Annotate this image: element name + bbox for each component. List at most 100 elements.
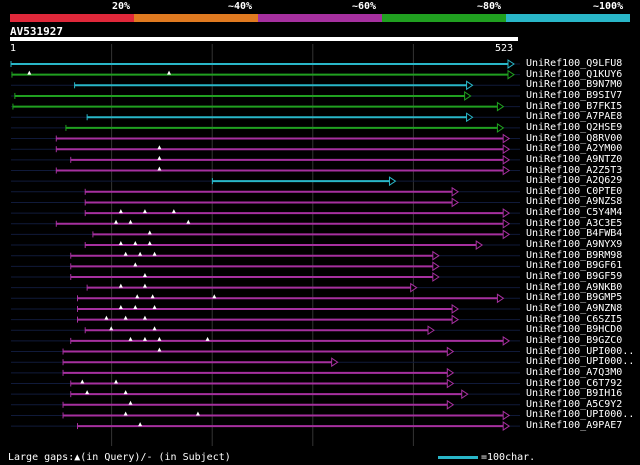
query-gap-marker: [114, 219, 119, 224]
hit-end-arrow: [451, 197, 460, 208]
hit-end-arrow: [432, 272, 440, 282]
hit-name-link[interactable]: UniRef100_B9N7M0: [526, 79, 623, 91]
hit-end-arrow: [427, 325, 435, 336]
query-gap-marker: [118, 283, 123, 288]
legend-label-60: ~60%: [352, 1, 377, 12]
hit-end-arrow: [388, 176, 397, 187]
hit-name-link[interactable]: UniRef100_A9NZS8: [526, 196, 623, 208]
hit-name-link[interactable]: UniRef100_B7FKI5: [526, 100, 623, 112]
hit-name-link[interactable]: UniRef100_B9SIV7: [526, 89, 623, 101]
query-gap-marker: [118, 209, 123, 214]
hit-name-link[interactable]: UniRef100_B9GMP5: [526, 292, 623, 304]
query-gap-marker: [27, 70, 32, 75]
hit-name-link[interactable]: UniRef100_A9NZN8: [526, 302, 623, 314]
query-gap-marker: [123, 251, 128, 256]
hit-name-link[interactable]: UniRef100_A5C9Y2: [526, 398, 623, 410]
query-gap-marker: [138, 422, 143, 427]
hit-end-arrow: [507, 69, 515, 80]
hit-name-link[interactable]: UniRef100_A2Z5T3: [526, 164, 623, 176]
hit-name-link[interactable]: UniRef100_B9IH16: [526, 388, 623, 400]
query-gap-marker: [118, 241, 123, 246]
query-gap-marker: [157, 166, 162, 171]
hit-name-link[interactable]: UniRef100_UPI000..: [526, 409, 635, 421]
hit-end-arrow: [446, 367, 455, 378]
query-gap-marker: [147, 230, 152, 235]
hit-name-link[interactable]: UniRef100_A7PAE8: [526, 111, 623, 123]
query-gap-marker: [152, 304, 157, 309]
query-gap-marker: [142, 273, 147, 277]
hit-name-link[interactable]: UniRef100_B9HCD0: [526, 324, 623, 336]
query-gap-marker: [157, 336, 162, 341]
hit-name-link[interactable]: UniRef100_Q9LFU8: [526, 58, 623, 69]
hit-name-link[interactable]: UniRef100_C5Y4M4: [526, 207, 623, 219]
hit-name-link[interactable]: UniRef100_Q1KUY6: [526, 68, 623, 80]
hit-name-link[interactable]: UniRef100_A9NTZ0: [526, 153, 623, 165]
hit-end-arrow: [502, 144, 511, 155]
query-gap-marker: [118, 304, 123, 309]
legend-label-80: ~80%: [477, 1, 502, 12]
hit-name-link[interactable]: UniRef100_A9NYX9: [526, 239, 623, 251]
hit-end-arrow: [502, 165, 511, 176]
hit-name-link[interactable]: UniRef100_UPI000..: [526, 356, 635, 368]
hit-name-link[interactable]: UniRef100_Q8RV00: [526, 132, 623, 144]
hit-end-arrow: [502, 218, 511, 229]
hit-name-link[interactable]: UniRef100_A7Q3M0: [526, 366, 623, 378]
hit-name-link[interactable]: UniRef100_C0PTE0: [526, 185, 623, 197]
hit-name-link[interactable]: UniRef100_B9GF61: [526, 260, 623, 272]
hit-name-link[interactable]: UniRef100_A2YM00: [526, 143, 623, 155]
query-gap-marker: [142, 315, 147, 320]
legend-color-cyan: [506, 14, 630, 22]
identity-color-legend: 20% ~40% ~60% ~80% ~100%: [10, 0, 630, 24]
query-gap-marker: [80, 379, 85, 384]
hit-name-link[interactable]: UniRef100_B4FWB4: [526, 228, 623, 240]
hit-end-arrow: [432, 250, 440, 261]
legend-color-orange: [134, 14, 258, 22]
query-gap-marker: [138, 251, 143, 256]
hit-end-arrow: [466, 112, 474, 123]
query-gap-marker: [142, 336, 147, 341]
hit-name-link[interactable]: UniRef100_Q2HSE9: [526, 121, 623, 133]
hit-name-link[interactable]: UniRef100_B9GZC0: [526, 334, 623, 346]
hit-end-arrow: [502, 133, 511, 144]
query-gap-marker: [147, 241, 152, 246]
hit-end-arrow: [331, 357, 339, 368]
hit-name-link[interactable]: UniRef100_UPI000..: [526, 345, 635, 357]
query-gap-marker: [109, 326, 114, 331]
hit-name-link[interactable]: UniRef100_A3C3E5: [526, 217, 623, 229]
ruler-start-label: 1: [10, 43, 17, 54]
query-gap-marker: [128, 219, 133, 224]
query-gap-marker: [167, 70, 172, 75]
hit-name-link[interactable]: UniRef100_A2Q629: [526, 175, 623, 187]
hit-name-link[interactable]: UniRef100_A9PAE7: [526, 420, 623, 432]
query-gap-marker: [85, 390, 90, 395]
query-gap-marker: [195, 411, 200, 416]
hit-end-arrow: [502, 154, 511, 165]
hit-end-arrow: [464, 91, 472, 101]
legend-color-purple: [258, 14, 382, 22]
hit-end-arrow: [502, 229, 511, 240]
query-gap-marker: [205, 336, 210, 341]
query-gap-marker: [157, 145, 162, 150]
hit-end-arrow: [502, 410, 511, 421]
hit-name-link[interactable]: UniRef100_C6T792: [526, 377, 623, 389]
hit-end-arrow: [432, 261, 440, 272]
hit-name-link[interactable]: UniRef100_C6SZI5: [526, 313, 623, 325]
query-gap-marker: [152, 326, 157, 331]
legend-label-20: 20%: [112, 1, 131, 12]
hit-name-link[interactable]: UniRef100_A9NKB0: [526, 281, 623, 293]
query-id: AV531927: [10, 25, 63, 38]
legend-color-red: [10, 14, 134, 22]
hit-end-arrow: [451, 314, 460, 325]
query-gap-marker: [135, 294, 140, 299]
legend-label-100: ~100%: [593, 1, 624, 12]
hit-name-link[interactable]: UniRef100_B9GF59: [526, 271, 623, 282]
hit-end-arrow: [507, 59, 515, 69]
hit-name-link[interactable]: UniRef100_B9RM98: [526, 249, 623, 261]
query-gap-marker: [171, 209, 176, 214]
query-gap-marker: [133, 241, 138, 246]
hit-end-arrow: [446, 378, 455, 389]
hit-end-arrow: [461, 389, 469, 400]
query-gap-marker: [128, 400, 133, 405]
hit-end-arrow: [451, 186, 460, 197]
